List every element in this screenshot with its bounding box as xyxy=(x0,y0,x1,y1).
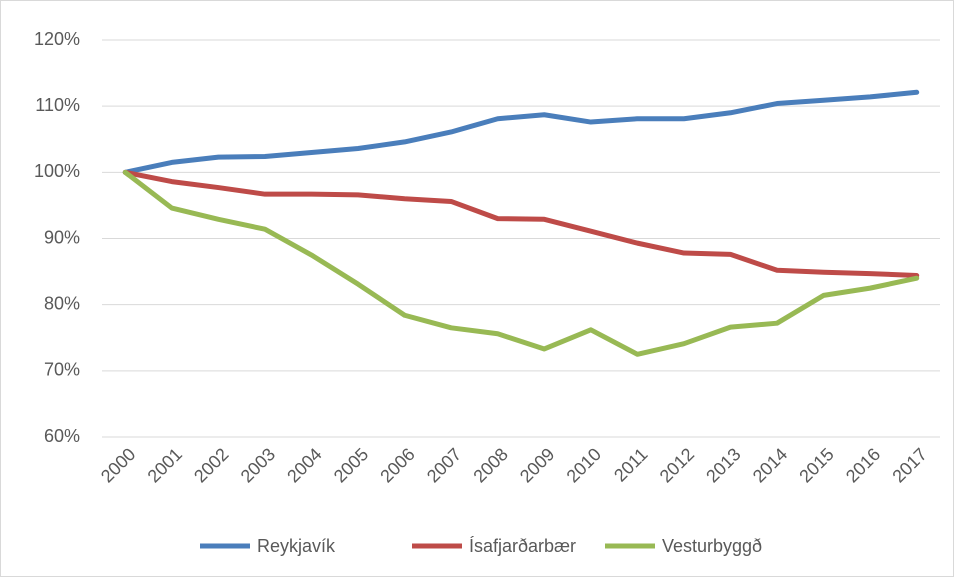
legend-label: Reykjavík xyxy=(257,536,336,556)
y-tick-label: 110% xyxy=(35,95,80,115)
series-line xyxy=(122,169,920,357)
y-tick-label: 90% xyxy=(44,227,80,247)
y-tick-label: 70% xyxy=(44,360,80,380)
legend-label: Vesturbyggð xyxy=(662,536,762,556)
y-tick-label: 60% xyxy=(44,426,80,446)
series-line xyxy=(122,169,920,279)
y-tick-label: 120% xyxy=(34,29,80,49)
y-tick-label: 80% xyxy=(44,293,80,313)
legend-label: Ísafjarðarbær xyxy=(469,536,576,556)
y-tick-label: 100% xyxy=(34,161,80,181)
series-line xyxy=(122,89,920,175)
